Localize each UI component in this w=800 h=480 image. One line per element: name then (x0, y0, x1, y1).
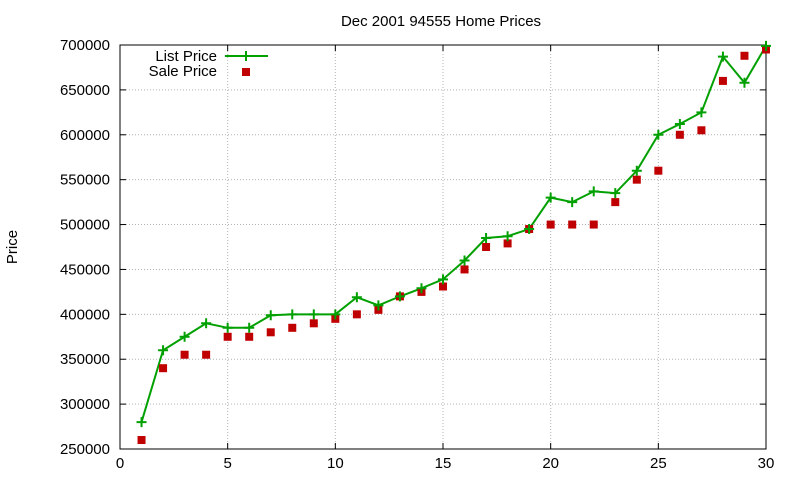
list-price-point (158, 345, 169, 356)
sale-price-point (503, 239, 512, 248)
list-price-point (459, 255, 470, 266)
y-tick-label: 600000 (60, 127, 110, 144)
list-price-point (674, 119, 685, 130)
list-price-point (330, 309, 341, 320)
list-price-point (265, 310, 276, 321)
sale-price-point (180, 350, 189, 359)
sale-price-point (568, 220, 577, 229)
x-tick-label: 20 (542, 455, 559, 472)
list-price-point (653, 129, 664, 140)
list-price-point (244, 322, 255, 333)
sale-price-point (245, 332, 254, 341)
list-price-point (308, 309, 319, 320)
list-price-line (140, 45, 767, 423)
x-tick-label: 5 (223, 455, 231, 472)
sale-price-point (309, 319, 318, 328)
legend-marker-sale-price (242, 68, 250, 76)
sale-price-point (202, 350, 211, 359)
y-tick-label: 650000 (60, 82, 110, 99)
sale-price-point (159, 364, 168, 373)
legend-label-sale-price: Sale Price (149, 63, 217, 80)
y-tick-label: 550000 (60, 172, 110, 189)
list-price-point (761, 40, 771, 51)
sale-price-point (589, 220, 598, 229)
list-price-point (136, 417, 147, 428)
list-price-point (502, 231, 513, 242)
y-tick-label: 700000 (60, 37, 110, 54)
sale-price-point (632, 175, 641, 184)
y-tick-label: 350000 (60, 351, 110, 368)
series-layer (136, 40, 771, 445)
legend-marker-list-price (241, 51, 251, 61)
list-price-point (287, 309, 298, 320)
sale-price-point (697, 126, 706, 135)
sale-price-point (546, 220, 555, 229)
sale-price-point (740, 51, 749, 60)
sale-price-point (137, 436, 146, 445)
sale-price-point (654, 166, 663, 175)
list-price-point (696, 107, 707, 118)
y-tick-label: 450000 (60, 261, 110, 278)
grid (120, 45, 766, 449)
y-tick-label: 400000 (60, 306, 110, 323)
legend-label-list-price: List Price (155, 48, 217, 65)
sale-price-point (482, 243, 491, 251)
list-price-point (631, 165, 642, 176)
list-price-point (481, 233, 492, 244)
list-price-point (394, 291, 405, 302)
list-price-point (438, 274, 448, 285)
sale-price-point (675, 130, 684, 139)
y-tick-label: 500000 (60, 217, 110, 234)
list-price-point (588, 186, 599, 197)
list-price-point (739, 77, 750, 88)
x-tick-label: 10 (327, 455, 344, 472)
sale-price-point (352, 310, 361, 319)
chart-title: Dec 2001 94555 Home Prices (341, 13, 541, 30)
list-price-point (222, 322, 233, 333)
list-price-point (545, 192, 556, 203)
sale-price-point (460, 265, 469, 274)
x-tick-label: 25 (650, 455, 667, 472)
x-tick-label: 0 (116, 455, 124, 472)
sale-price-point (266, 328, 275, 337)
list-price-point (416, 283, 427, 294)
axis-ticks: 0 5 10 15 20 25 30 250000 300000 350000 400000 4500… (60, 37, 774, 472)
list-price-point (524, 224, 535, 235)
sale-price-point (288, 323, 297, 332)
sale-price-point (611, 198, 620, 207)
sale-price-point (223, 332, 232, 341)
list-price-point (610, 188, 621, 199)
list-price-point (717, 51, 728, 62)
y-axis-label: Price (4, 230, 21, 264)
sale-price-point (439, 282, 447, 291)
list-price-point (373, 300, 384, 311)
list-price-point (179, 331, 190, 342)
x-tick-label: 30 (758, 455, 775, 472)
sale-price-point (718, 76, 727, 85)
list-price-point (351, 292, 362, 303)
y-tick-label: 300000 (60, 396, 110, 413)
list-price-point (201, 318, 212, 329)
list-price-point (567, 197, 578, 208)
x-tick-label: 15 (435, 455, 452, 472)
y-tick-label: 250000 (60, 441, 110, 458)
